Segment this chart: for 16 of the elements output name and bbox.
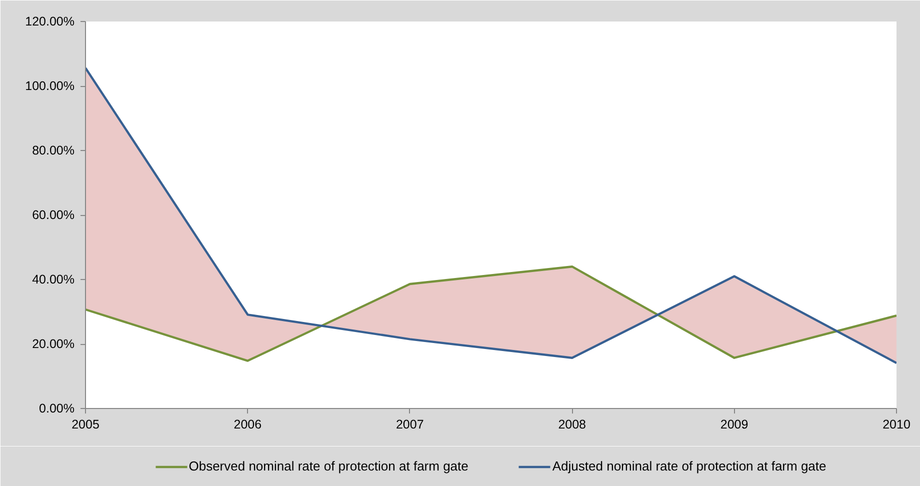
- y-tick-label: 20.00%: [32, 337, 75, 351]
- x-tick-label: 2006: [234, 418, 262, 432]
- y-tick-label: 40.00%: [32, 272, 75, 286]
- legend-label: Observed nominal rate of protection at farm gate: [188, 458, 468, 474]
- y-tick-label: 60.00%: [32, 208, 75, 222]
- x-tick-label: 2009: [720, 418, 748, 432]
- line-series: [86, 266, 896, 362]
- y-tick-label: 100.00%: [25, 79, 75, 93]
- x-tick-label: 2008: [558, 418, 586, 432]
- x-tick-label: 2007: [396, 418, 424, 432]
- y-tick-label: 80.00%: [32, 144, 75, 158]
- legend-label: Adjusted nominal rate of protection at farm gate: [552, 458, 826, 474]
- x-tick-label: 2005: [72, 418, 100, 432]
- y-tick-label: 0.00%: [39, 402, 75, 416]
- y-tick-label: 120.00%: [25, 14, 75, 28]
- x-tick-label: 2010: [882, 418, 910, 432]
